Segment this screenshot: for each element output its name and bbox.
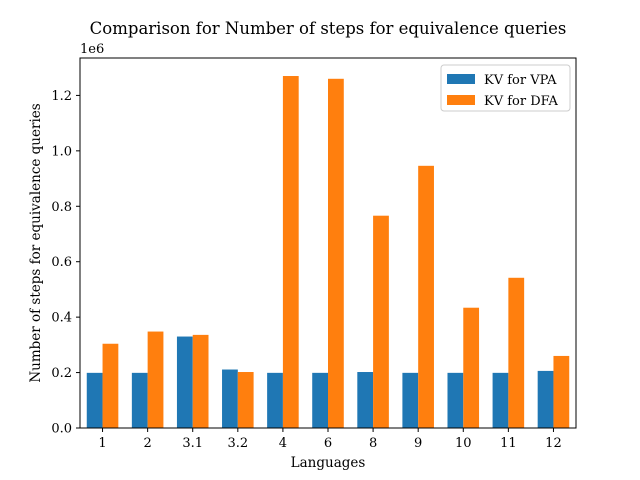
- bar-dfa-8: [373, 215, 389, 428]
- x-tick-label: 4: [279, 436, 287, 451]
- y-tick-label: 0.0: [51, 422, 72, 437]
- x-axis-ticks: 1 2 3.1 3.2 4 6 8 9 10 11 12: [98, 428, 562, 451]
- bar-vpa-11: [492, 372, 509, 428]
- bar-dfa-1: [102, 343, 119, 428]
- y-tick-label: 0.4: [51, 311, 72, 326]
- x-tick-label: 2: [143, 436, 151, 451]
- x-tick-label: 6: [324, 436, 332, 451]
- x-tick-label: 3.1: [182, 436, 203, 451]
- bar-vpa-9: [402, 372, 419, 428]
- y-tick-label: 1.2: [51, 89, 72, 104]
- legend-label-dfa: KV for DFA: [484, 94, 559, 109]
- bar-dfa-6: [328, 78, 344, 429]
- y-axis-label: Number of steps for equivalence queries: [28, 103, 44, 382]
- y-tick-label: 0.8: [51, 200, 72, 215]
- y-axis-multiplier: 1e6: [80, 42, 104, 57]
- bar-dfa-12: [553, 355, 570, 428]
- x-tick-label: 8: [369, 436, 377, 451]
- plot-frame: [79, 57, 577, 429]
- bar-vpa-6: [312, 372, 328, 428]
- bar-vpa-2: [131, 372, 148, 428]
- x-tick-label: 10: [455, 436, 472, 451]
- bar-vpa-12: [537, 370, 554, 428]
- bar-dfa-11: [508, 277, 525, 428]
- legend-label-vpa: KV for VPA: [484, 73, 557, 88]
- bar-vpa-10: [447, 372, 464, 428]
- x-tick-label: 1: [98, 436, 106, 451]
- bar-vpa-3.1: [176, 336, 193, 428]
- x-tick-label: 3.2: [227, 436, 248, 451]
- x-tick-label: 9: [414, 436, 422, 451]
- legend-swatch-vpa: [447, 74, 475, 84]
- bar-dfa-4: [282, 76, 299, 428]
- bar-vpa-4: [267, 372, 283, 428]
- y-tick-label: 1.0: [51, 144, 72, 159]
- x-tick-label: 12: [545, 436, 562, 451]
- y-tick-label: 0.2: [51, 366, 72, 381]
- bar-vpa-3.2: [222, 369, 238, 428]
- x-axis-label: Languages: [291, 455, 366, 471]
- bar-dfa-10: [463, 307, 480, 428]
- y-axis-ticks: 0.0 0.2 0.4 0.6 0.8 1.0 1.2: [51, 89, 80, 437]
- bar-dfa-3.2: [237, 372, 254, 428]
- chart-title: Comparison for Number of steps for equiv…: [90, 19, 567, 38]
- bar-vpa-1: [86, 372, 103, 428]
- bars-group: [86, 76, 570, 429]
- bar-dfa-3.1: [192, 334, 209, 428]
- y-tick-label: 0.6: [51, 255, 72, 270]
- bar-dfa-2: [147, 331, 164, 428]
- bar-dfa-9: [418, 165, 434, 428]
- x-tick-label: 11: [500, 436, 517, 451]
- legend-swatch-dfa: [447, 95, 475, 105]
- legend: KV for VPA KV for DFA: [440, 64, 571, 112]
- bar-vpa-8: [357, 372, 374, 428]
